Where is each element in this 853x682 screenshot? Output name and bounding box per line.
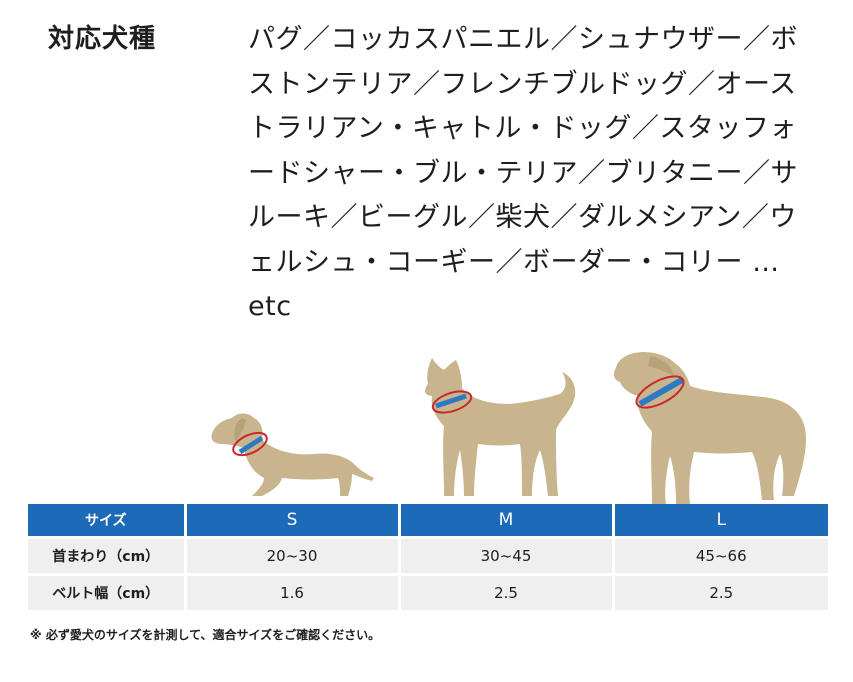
- medium-dog-icon: [425, 358, 576, 496]
- neck-size-m: 30~45: [399, 537, 615, 576]
- row-label-neck: 首まわり（cm）: [28, 537, 187, 576]
- large-dog-icon: [613, 352, 806, 504]
- header-size-s: S: [185, 504, 401, 539]
- table-header-row: サイズ S M L: [28, 504, 828, 539]
- size-note: ※ 必ず愛犬のサイズを計測して、適合サイズをご確認ください。: [30, 628, 381, 642]
- neck-size-s: 20~30: [185, 537, 401, 576]
- belt-width-l: 2.5: [613, 574, 828, 613]
- dog-size-illustration: [211, 352, 806, 504]
- size-chart-table: サイズ S M L 首まわり（cm） 20~30 30~45 45~66 ベルト…: [28, 504, 828, 613]
- row-label-belt: ベルト幅（cm）: [28, 574, 187, 613]
- header-size-label: サイズ: [28, 504, 187, 539]
- header-size-l: L: [613, 504, 828, 539]
- compatible-breeds-label: 対応犬種: [48, 24, 157, 54]
- small-dog-icon: [211, 413, 374, 496]
- table-row: 首まわり（cm） 20~30 30~45 45~66: [28, 537, 828, 576]
- table-row: ベルト幅（cm） 1.6 2.5 2.5: [28, 574, 828, 613]
- header-size-m: M: [399, 504, 615, 539]
- neck-size-l: 45~66: [613, 537, 828, 576]
- compatible-breeds-list: パグ／コッカスパニエル／シュナウザー／ボストンテリア／フレンチブルドッグ／オース…: [248, 24, 798, 322]
- belt-width-m: 2.5: [399, 574, 615, 613]
- belt-width-s: 1.6: [185, 574, 401, 613]
